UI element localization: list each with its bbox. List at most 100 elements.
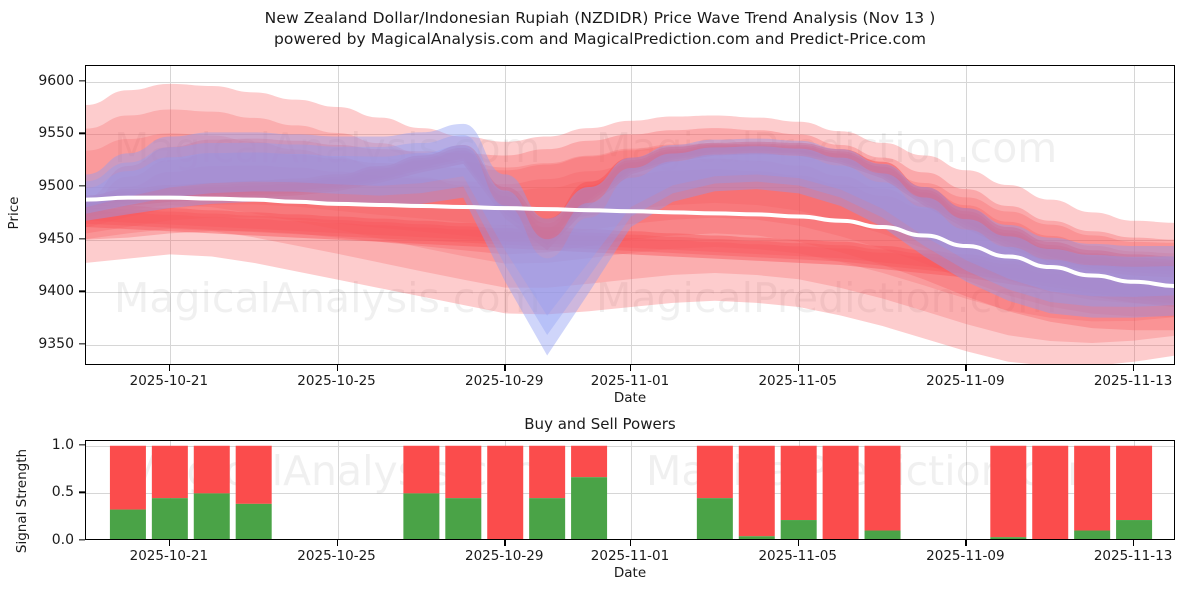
buy-power-segment[interactable] <box>109 509 146 540</box>
sell-power-segment[interactable] <box>109 445 146 510</box>
sell-power-segment[interactable] <box>487 445 524 540</box>
buy-power-segment[interactable] <box>990 537 1027 540</box>
powers-bar[interactable] <box>822 445 859 540</box>
buy-power-segment[interactable] <box>445 498 482 540</box>
price-y-tick: 9500 <box>38 178 74 195</box>
sell-power-segment[interactable] <box>696 445 733 499</box>
sell-power-segment[interactable] <box>193 445 230 494</box>
powers-bar[interactable] <box>403 445 440 540</box>
buy-power-segment[interactable] <box>696 498 733 540</box>
powers-y-tick: 0.5 <box>51 484 74 501</box>
price-x-tick-mark <box>1133 365 1135 371</box>
buy-power-segment[interactable] <box>193 493 230 540</box>
price-gridline-v <box>631 66 632 364</box>
price-plot-area: MagicalAnalysis.com MagicalPrediction.co… <box>85 65 1175 365</box>
powers-bar[interactable] <box>738 445 775 540</box>
price-y-tick: 9450 <box>38 230 74 247</box>
price-gridline-v <box>1134 66 1136 364</box>
price-x-tick: 2025-11-05 <box>758 373 837 389</box>
price-y-tick: 9400 <box>38 283 74 300</box>
powers-x-tick: 2025-10-29 <box>464 548 544 564</box>
price-mean-line <box>86 195 1174 288</box>
powers-x-tick: 2025-11-09 <box>926 548 1005 564</box>
price-y-tick-mark <box>79 185 85 187</box>
title-line-primary: New Zealand Dollar/Indonesian Rupiah (NZ… <box>264 9 936 27</box>
sell-power-segment[interactable] <box>571 445 608 478</box>
price-band-area <box>86 203 1174 307</box>
powers-bar[interactable] <box>109 445 146 540</box>
buy-power-segment[interactable] <box>529 498 566 540</box>
powers-bar[interactable] <box>864 445 901 540</box>
buy-power-segment[interactable] <box>864 530 901 540</box>
price-x-tick: 2025-11-09 <box>926 373 1005 389</box>
price-x-tick: 2025-10-21 <box>129 373 209 389</box>
powers-bar[interactable] <box>1032 445 1069 540</box>
powers-bar[interactable] <box>990 445 1027 540</box>
buy-power-segment[interactable] <box>1074 530 1111 540</box>
powers-y-tick-mark <box>79 539 85 541</box>
price-y-tick: 9600 <box>38 72 74 89</box>
powers-bar[interactable] <box>571 445 608 540</box>
powers-bar[interactable] <box>696 445 733 540</box>
price-wave-bands <box>86 83 1174 364</box>
buy-power-segment[interactable] <box>151 498 188 540</box>
powers-gridline-h <box>86 445 1174 447</box>
powers-x-tick-mark <box>965 540 967 546</box>
sell-power-segment[interactable] <box>864 445 901 531</box>
buy-power-segment[interactable] <box>1116 520 1153 540</box>
powers-x-tick-mark <box>797 540 799 546</box>
price-y-tick: 9350 <box>38 335 74 352</box>
powers-plot-area: MagicalAnalysis.com MagicalPrediction.co… <box>85 440 1175 540</box>
sell-power-segment[interactable] <box>780 445 817 521</box>
powers-x-tick-mark <box>168 540 171 546</box>
buy-power-segment[interactable] <box>235 503 272 540</box>
page-title: New Zealand Dollar/Indonesian Rupiah (NZ… <box>0 8 1200 50</box>
powers-x-tick: 2025-10-25 <box>297 548 376 564</box>
price-band-area <box>86 134 1174 335</box>
sell-power-segment[interactable] <box>1074 445 1111 531</box>
powers-y-tick-mark <box>79 491 85 494</box>
powers-bar[interactable] <box>1074 445 1111 540</box>
price-axis-x-label: Date <box>613 390 647 406</box>
price-y-tick-mark <box>79 132 85 135</box>
powers-bar[interactable] <box>780 445 817 540</box>
sell-power-segment[interactable] <box>822 445 859 540</box>
powers-gridline-h <box>86 493 1174 495</box>
sell-power-segment[interactable] <box>529 445 566 499</box>
powers-bar[interactable] <box>487 445 524 540</box>
price-x-tick: 2025-11-01 <box>590 373 670 389</box>
sell-power-segment[interactable] <box>403 445 440 494</box>
price-gridline-h <box>86 292 1174 294</box>
price-y-tick: 9550 <box>38 125 74 142</box>
powers-y-tick: 0.0 <box>51 532 74 548</box>
sell-power-segment[interactable] <box>445 445 482 499</box>
sell-power-segment[interactable] <box>738 445 775 537</box>
buy-power-segment[interactable] <box>403 493 440 540</box>
powers-x-tick: 2025-11-01 <box>590 548 670 564</box>
powers-gridline-v <box>337 441 339 539</box>
price-band-area <box>86 207 1174 304</box>
sell-power-segment[interactable] <box>151 445 188 499</box>
powers-bar[interactable] <box>151 445 188 540</box>
powers-bar[interactable] <box>1116 445 1153 540</box>
powers-bar[interactable] <box>529 445 566 540</box>
sell-power-segment[interactable] <box>1032 445 1069 540</box>
buy-power-segment[interactable] <box>571 477 608 540</box>
powers-axis-x-label: Date <box>613 565 647 581</box>
sell-power-segment[interactable] <box>990 445 1027 538</box>
powers-x-tick-mark <box>1133 540 1135 546</box>
buy-power-segment[interactable] <box>738 536 775 540</box>
price-x-tick: 2025-10-25 <box>297 373 376 389</box>
powers-x-tick-mark <box>630 540 632 546</box>
buy-power-segment[interactable] <box>780 520 817 540</box>
sell-power-segment[interactable] <box>1116 445 1153 521</box>
powers-bar[interactable] <box>445 445 482 540</box>
powers-gridline-v <box>631 441 632 539</box>
price-band-area <box>86 145 1174 316</box>
price-gridline-v <box>337 66 339 364</box>
powers-bar[interactable] <box>193 445 230 540</box>
powers-bar[interactable] <box>235 445 272 540</box>
sell-power-segment[interactable] <box>235 445 272 504</box>
price-gridline-v <box>169 66 171 364</box>
